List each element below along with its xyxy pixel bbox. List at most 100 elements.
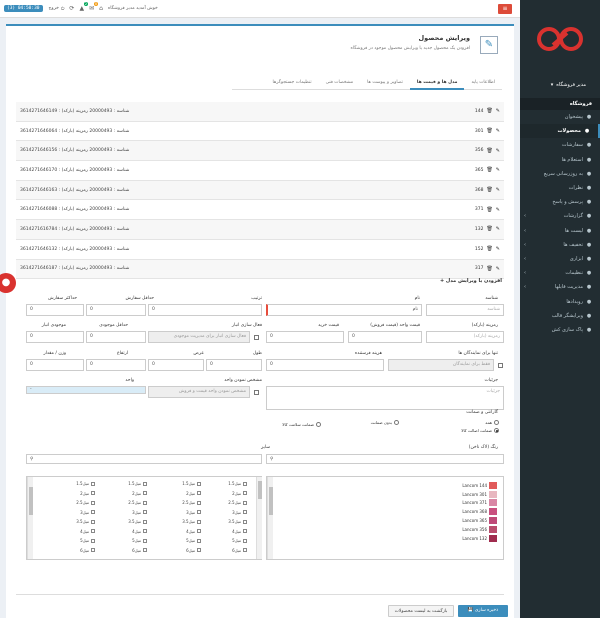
sidebar-item-comment[interactable]: نظرات ●	[520, 181, 600, 195]
purchase-price-input[interactable]: 0	[266, 331, 344, 343]
size-option[interactable]: 4میل	[232, 529, 247, 534]
edit-icon[interactable]: ✎	[495, 206, 500, 213]
size-option[interactable]: 3.5میل	[228, 519, 247, 524]
size-checkbox[interactable]	[197, 481, 201, 486]
size-option[interactable]: 5میل	[80, 538, 95, 543]
size-option[interactable]: 3.5میل	[128, 519, 147, 524]
edit-icon[interactable]: ✎	[495, 108, 500, 115]
size-option[interactable]: 2میل	[80, 491, 95, 496]
min-order-input[interactable]: 0	[86, 304, 146, 316]
size-checkbox[interactable]	[143, 500, 147, 505]
size-option[interactable]: 1.5میل	[228, 481, 247, 486]
details-textarea[interactable]: جزئیات	[266, 386, 504, 410]
size-scrollbar[interactable]	[27, 477, 33, 559]
id-input[interactable]: شناسه	[426, 304, 504, 316]
size-option[interactable]: 3.5میل	[76, 519, 95, 524]
delete-icon[interactable]: 🗑	[486, 206, 493, 213]
size-option[interactable]: 3میل	[80, 510, 95, 515]
size-checkbox[interactable]	[91, 538, 95, 543]
size-option[interactable]: 2.5میل	[228, 500, 247, 505]
size-checkbox[interactable]	[243, 529, 247, 533]
color-item[interactable]: Lancom 365	[462, 516, 497, 525]
warranty-radio-0[interactable]	[494, 420, 499, 425]
size-checkbox[interactable]	[91, 548, 95, 552]
size-checkbox[interactable]	[197, 548, 201, 552]
size-option[interactable]: 3میل	[186, 510, 201, 515]
sidebar-item-event[interactable]: رویدادها ●	[520, 294, 600, 308]
max-order-input[interactable]: 0	[26, 304, 84, 316]
sidebar-item-discount[interactable]: ‹ تخفیف ها ●	[520, 238, 600, 252]
tab-0[interactable]: اطلاعات پایه	[471, 80, 495, 85]
delete-icon[interactable]: 🗑	[486, 147, 493, 154]
size-checkbox[interactable]	[243, 500, 247, 505]
size-option[interactable]: 2میل	[186, 491, 201, 496]
size-checkbox[interactable]	[91, 519, 95, 524]
size-checkbox[interactable]	[143, 538, 147, 543]
edit-icon[interactable]: ✎	[495, 167, 500, 174]
size-option[interactable]: 2.5میل	[76, 500, 95, 505]
color-scrollbar[interactable]	[267, 477, 273, 559]
warranty-radio-2[interactable]	[316, 422, 321, 427]
size-option[interactable]: 3میل	[232, 510, 247, 515]
sidebar-toggle-button[interactable]: ≡	[498, 4, 512, 14]
store-logo[interactable]	[520, 0, 600, 78]
delete-icon[interactable]: 🗑	[486, 187, 493, 194]
sidebar-item-list[interactable]: ‹ لیست ها ●	[520, 224, 600, 238]
edit-icon[interactable]: ✎	[495, 128, 500, 135]
delete-icon[interactable]: 🗑	[486, 167, 493, 174]
color-item[interactable]: Lancom 144	[462, 481, 497, 490]
add-model-header[interactable]: + افزودن یا ویرایش مدل	[439, 278, 502, 284]
delete-icon[interactable]: 🗑	[486, 226, 493, 233]
barcode-input[interactable]: رمزینه (بارکد)	[426, 331, 504, 343]
color-search-input[interactable]: ⚲	[266, 454, 504, 464]
sidebar-item-folder[interactable]: ‹ مدیریت فایلها ●	[520, 280, 600, 294]
size-checkbox[interactable]	[197, 519, 201, 524]
stock-input[interactable]: 0	[26, 331, 84, 343]
size-option[interactable]: 5میل	[186, 538, 201, 543]
tab-2[interactable]: تصاویر و پیوست ها	[367, 80, 403, 85]
sidebar-item-clear-cache[interactable]: پاک سازی کش ●	[520, 323, 600, 337]
size-option[interactable]: 4میل	[80, 529, 95, 534]
support-chat-button[interactable]: ●	[0, 273, 16, 293]
sidebar-item-refresh[interactable]: به روزرسانی سریع ●	[520, 167, 600, 181]
size-option[interactable]: 5میل	[232, 538, 247, 543]
size-option[interactable]: 6میل	[232, 548, 247, 553]
stock-active-checkbox[interactable]	[254, 335, 259, 340]
size-checkbox[interactable]	[143, 491, 147, 495]
size-search-input[interactable]: ⚲	[26, 454, 262, 464]
size-checkbox[interactable]	[243, 491, 247, 495]
size-checkbox[interactable]	[197, 538, 201, 543]
size-checkbox[interactable]	[143, 529, 147, 533]
size-checkbox[interactable]	[243, 538, 247, 543]
color-item[interactable]: Lancom 356	[462, 525, 497, 534]
size-option[interactable]: 1.5میل	[76, 481, 95, 486]
size-checkbox[interactable]	[143, 510, 147, 514]
size-option[interactable]: 4میل	[186, 529, 201, 534]
warranty-radio-1[interactable]	[394, 420, 399, 425]
size-checkbox[interactable]	[243, 548, 247, 552]
rep-only-checkbox[interactable]	[498, 363, 503, 368]
user-menu[interactable]: ▾ مدیر فروشگاه	[520, 78, 600, 92]
size-option[interactable]: 2.5میل	[182, 500, 201, 505]
sidebar-item-template[interactable]: ویرایشگر قالب ●	[520, 309, 600, 323]
color-item[interactable]: Lancom 132	[462, 534, 497, 543]
edit-icon[interactable]: ✎	[495, 187, 500, 194]
size-checkbox[interactable]	[91, 500, 95, 505]
size-option[interactable]: 4میل	[132, 529, 147, 534]
size-option[interactable]: 2میل	[232, 491, 247, 496]
ship-cost-input[interactable]: 0	[266, 359, 384, 371]
mail-icon[interactable]: ✉ 0	[89, 2, 99, 12]
sidebar-item-tools[interactable]: ‹ ابزاری ●	[520, 252, 600, 266]
edit-icon[interactable]: ✎	[495, 226, 500, 233]
edit-icon[interactable]: ✎	[495, 265, 500, 272]
delete-icon[interactable]: 🗑	[486, 246, 493, 253]
logout-link[interactable]: خروج ⏻	[49, 6, 65, 12]
save-button[interactable]: 💾 ذخیره سازی	[458, 605, 508, 617]
back-to-list-button[interactable]: بازگشت به لیست محصولات	[388, 605, 454, 617]
tab-3[interactable]: مشخصات فنی	[325, 80, 354, 85]
size-checkbox[interactable]	[197, 529, 201, 533]
delete-icon[interactable]: 🗑	[486, 128, 493, 135]
size-option[interactable]: 1.5میل	[182, 481, 201, 486]
refresh-icon[interactable]: ⟳	[69, 5, 75, 12]
color-item[interactable]: Lancom 371	[462, 499, 497, 508]
